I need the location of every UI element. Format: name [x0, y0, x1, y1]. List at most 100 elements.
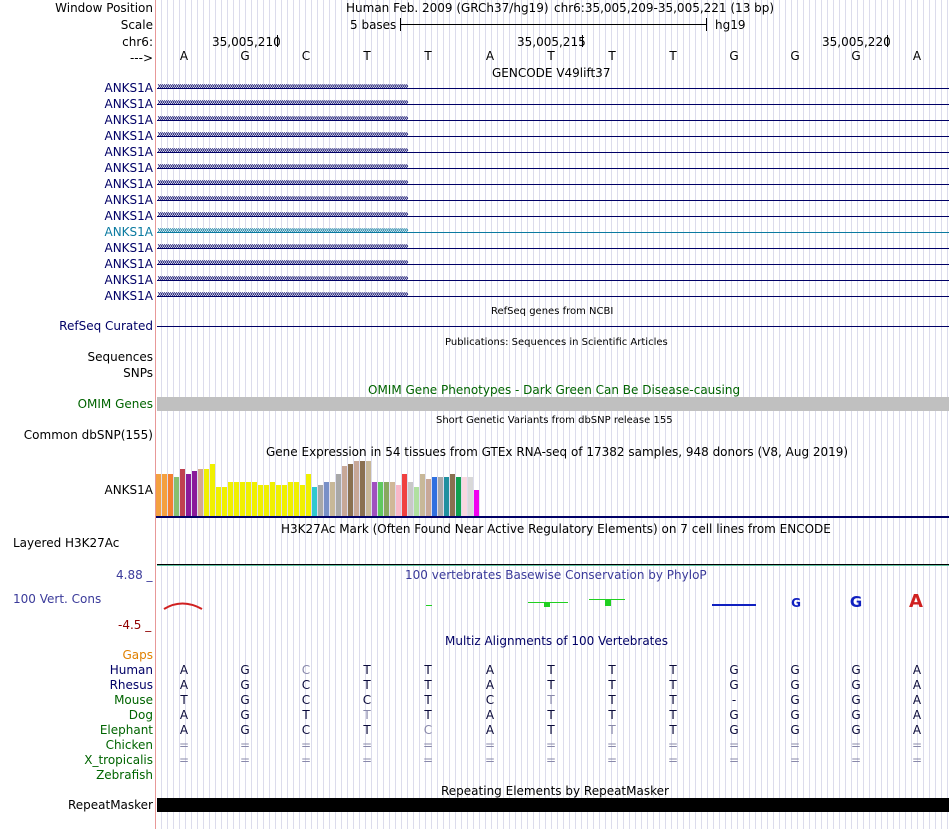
gene-model[interactable]: ››››››››››››››››››››››››››››››››››››››››…: [157, 225, 949, 236]
species-label-human[interactable]: Human: [109, 663, 153, 677]
gene-model[interactable]: ››››››››››››››››››››››››››››››››››››››››…: [157, 177, 949, 188]
gtex-tissue-bar[interactable]: [474, 490, 479, 516]
dbsnp-label[interactable]: Common dbSNP(155): [23, 428, 153, 442]
species-label-x_tropicalis[interactable]: X_tropicalis: [84, 753, 153, 767]
gene-label-anks1a[interactable]: ANKS1A: [104, 257, 153, 271]
phylop-label[interactable]: 100 Vert. Cons: [13, 592, 102, 606]
gtex-tissue-bar[interactable]: [174, 477, 179, 516]
gtex-expression-chart[interactable]: [156, 460, 556, 516]
species-label-chicken[interactable]: Chicken: [105, 738, 153, 752]
gtex-tissue-bar[interactable]: [180, 469, 185, 516]
gtex-tissue-bar[interactable]: [276, 485, 281, 516]
gtex-tissue-bar[interactable]: [468, 477, 473, 516]
gtex-tissue-bar[interactable]: [396, 485, 401, 516]
gene-model[interactable]: ››››››››››››››››››››››››››››››››››››››››…: [157, 161, 949, 172]
h3k27ac-label[interactable]: Layered H3K27Ac: [13, 536, 120, 550]
species-label-zebrafish[interactable]: Zebrafish: [96, 768, 153, 782]
gtex-tissue-bar[interactable]: [216, 487, 221, 516]
gtex-tissue-bar[interactable]: [210, 464, 215, 516]
gtex-tissue-bar[interactable]: [240, 482, 245, 516]
gtex-tissue-bar[interactable]: [426, 479, 431, 516]
omim-label[interactable]: OMIM Genes: [77, 397, 153, 411]
gtex-tissue-bar[interactable]: [252, 482, 257, 516]
refseq-track-line[interactable]: [157, 326, 949, 327]
gtex-tissue-bar[interactable]: [354, 461, 359, 516]
gtex-tissue-bar[interactable]: [366, 461, 371, 516]
gtex-tissue-bar[interactable]: [348, 464, 353, 516]
species-label-rhesus[interactable]: Rhesus: [109, 678, 153, 692]
gene-model[interactable]: ››››››››››››››››››››››››››››››››››››››››…: [157, 113, 949, 124]
gtex-tissue-bar[interactable]: [420, 474, 425, 516]
position-readout[interactable]: chr6:35,005,209-35,005,221 (13 bp): [554, 1, 775, 15]
gene-model[interactable]: ››››››››››››››››››››››››››››››››››››››››…: [157, 257, 949, 268]
gencode-title[interactable]: GENCODE V49lift37: [492, 66, 611, 80]
gtex-tissue-bar[interactable]: [372, 482, 377, 516]
gene-model[interactable]: ››››››››››››››››››››››››››››››››››››››››…: [157, 81, 949, 92]
gtex-tissue-bar[interactable]: [228, 482, 233, 516]
gtex-tissue-bar[interactable]: [306, 474, 311, 516]
gene-model[interactable]: ››››››››››››››››››››››››››››››››››››››››…: [157, 193, 949, 204]
gtex-tissue-bar[interactable]: [450, 474, 455, 516]
gtex-tissue-bar[interactable]: [462, 477, 467, 516]
gtex-tissue-bar[interactable]: [282, 485, 287, 516]
gene-model[interactable]: ››››››››››››››››››››››››››››››››››››››››…: [157, 209, 949, 220]
gtex-tissue-bar[interactable]: [318, 485, 323, 516]
gtex-tissue-bar[interactable]: [168, 474, 173, 516]
gene-label-anks1a[interactable]: ANKS1A: [104, 81, 153, 95]
gtex-tissue-bar[interactable]: [414, 487, 419, 516]
gtex-tissue-bar[interactable]: [222, 487, 227, 516]
gene-model[interactable]: ››››››››››››››››››››››››››››››››››››››››…: [157, 241, 949, 252]
gene-label-anks1a[interactable]: ANKS1A: [104, 289, 153, 303]
gtex-tissue-bar[interactable]: [390, 482, 395, 516]
refseq-label[interactable]: RefSeq Curated: [59, 319, 153, 333]
gtex-tissue-bar[interactable]: [192, 471, 197, 516]
gtex-tissue-bar[interactable]: [408, 482, 413, 516]
gtex-tissue-bar[interactable]: [294, 482, 299, 516]
gtex-tissue-bar[interactable]: [312, 487, 317, 516]
gene-label-anks1a[interactable]: ANKS1A: [104, 177, 153, 191]
gene-label-anks1a[interactable]: ANKS1A: [104, 161, 153, 175]
gtex-tissue-bar[interactable]: [270, 482, 275, 516]
gtex-tissue-bar[interactable]: [234, 482, 239, 516]
gtex-tissue-bar[interactable]: [264, 485, 269, 516]
gtex-tissue-bar[interactable]: [162, 474, 167, 516]
gtex-tissue-bar[interactable]: [204, 469, 209, 516]
gene-model[interactable]: ››››››››››››››››››››››››››››››››››››››››…: [157, 273, 949, 284]
gene-label-anks1a[interactable]: ANKS1A: [104, 145, 153, 159]
omim-gene-bar[interactable]: [157, 397, 949, 411]
publications-label[interactable]: Sequences: [87, 350, 153, 364]
repeatmasker-label[interactable]: RepeatMasker: [67, 798, 153, 812]
gtex-tissue-bar[interactable]: [438, 477, 443, 516]
gtex-tissue-bar[interactable]: [342, 466, 347, 516]
gene-label-anks1a[interactable]: ANKS1A: [104, 113, 153, 127]
gene-label-anks1a[interactable]: ANKS1A: [104, 97, 153, 111]
gtex-tissue-bar[interactable]: [258, 485, 263, 516]
gtex-tissue-bar[interactable]: [300, 485, 305, 516]
gtex-tissue-bar[interactable]: [288, 482, 293, 516]
gtex-tissue-bar[interactable]: [330, 482, 335, 516]
gene-model[interactable]: ››››››››››››››››››››››››››››››››››››››››…: [157, 289, 949, 300]
gene-model[interactable]: ››››››››››››››››››››››››››››››››››››››››…: [157, 129, 949, 140]
gtex-tissue-bar[interactable]: [444, 477, 449, 516]
gtex-tissue-bar[interactable]: [246, 482, 251, 516]
species-label-mouse[interactable]: Mouse: [114, 693, 153, 707]
gtex-tissue-bar[interactable]: [186, 474, 191, 516]
species-label-dog[interactable]: Dog: [128, 708, 153, 722]
gene-label-anks1a[interactable]: ANKS1A: [104, 209, 153, 223]
gene-model[interactable]: ››››››››››››››››››››››››››››››››››››››››…: [157, 97, 949, 108]
snps-label[interactable]: SNPs: [123, 366, 153, 380]
gtex-tissue-bar[interactable]: [156, 474, 161, 516]
gtex-tissue-bar[interactable]: [324, 482, 329, 516]
gene-label-anks1a[interactable]: ANKS1A: [104, 241, 153, 255]
gtex-label[interactable]: ANKS1A: [104, 483, 153, 497]
gtex-tissue-bar[interactable]: [456, 477, 461, 516]
gtex-tissue-bar[interactable]: [378, 482, 383, 516]
gtex-tissue-bar[interactable]: [336, 474, 341, 516]
repeatmasker-bar[interactable]: [157, 798, 949, 812]
gtex-tissue-bar[interactable]: [360, 461, 365, 516]
gtex-tissue-bar[interactable]: [198, 469, 203, 516]
gtex-tissue-bar[interactable]: [384, 482, 389, 516]
gene-label-anks1a[interactable]: ANKS1A: [104, 193, 153, 207]
gene-label-anks1a[interactable]: ANKS1A: [104, 225, 153, 239]
gtex-tissue-bar[interactable]: [402, 474, 407, 516]
